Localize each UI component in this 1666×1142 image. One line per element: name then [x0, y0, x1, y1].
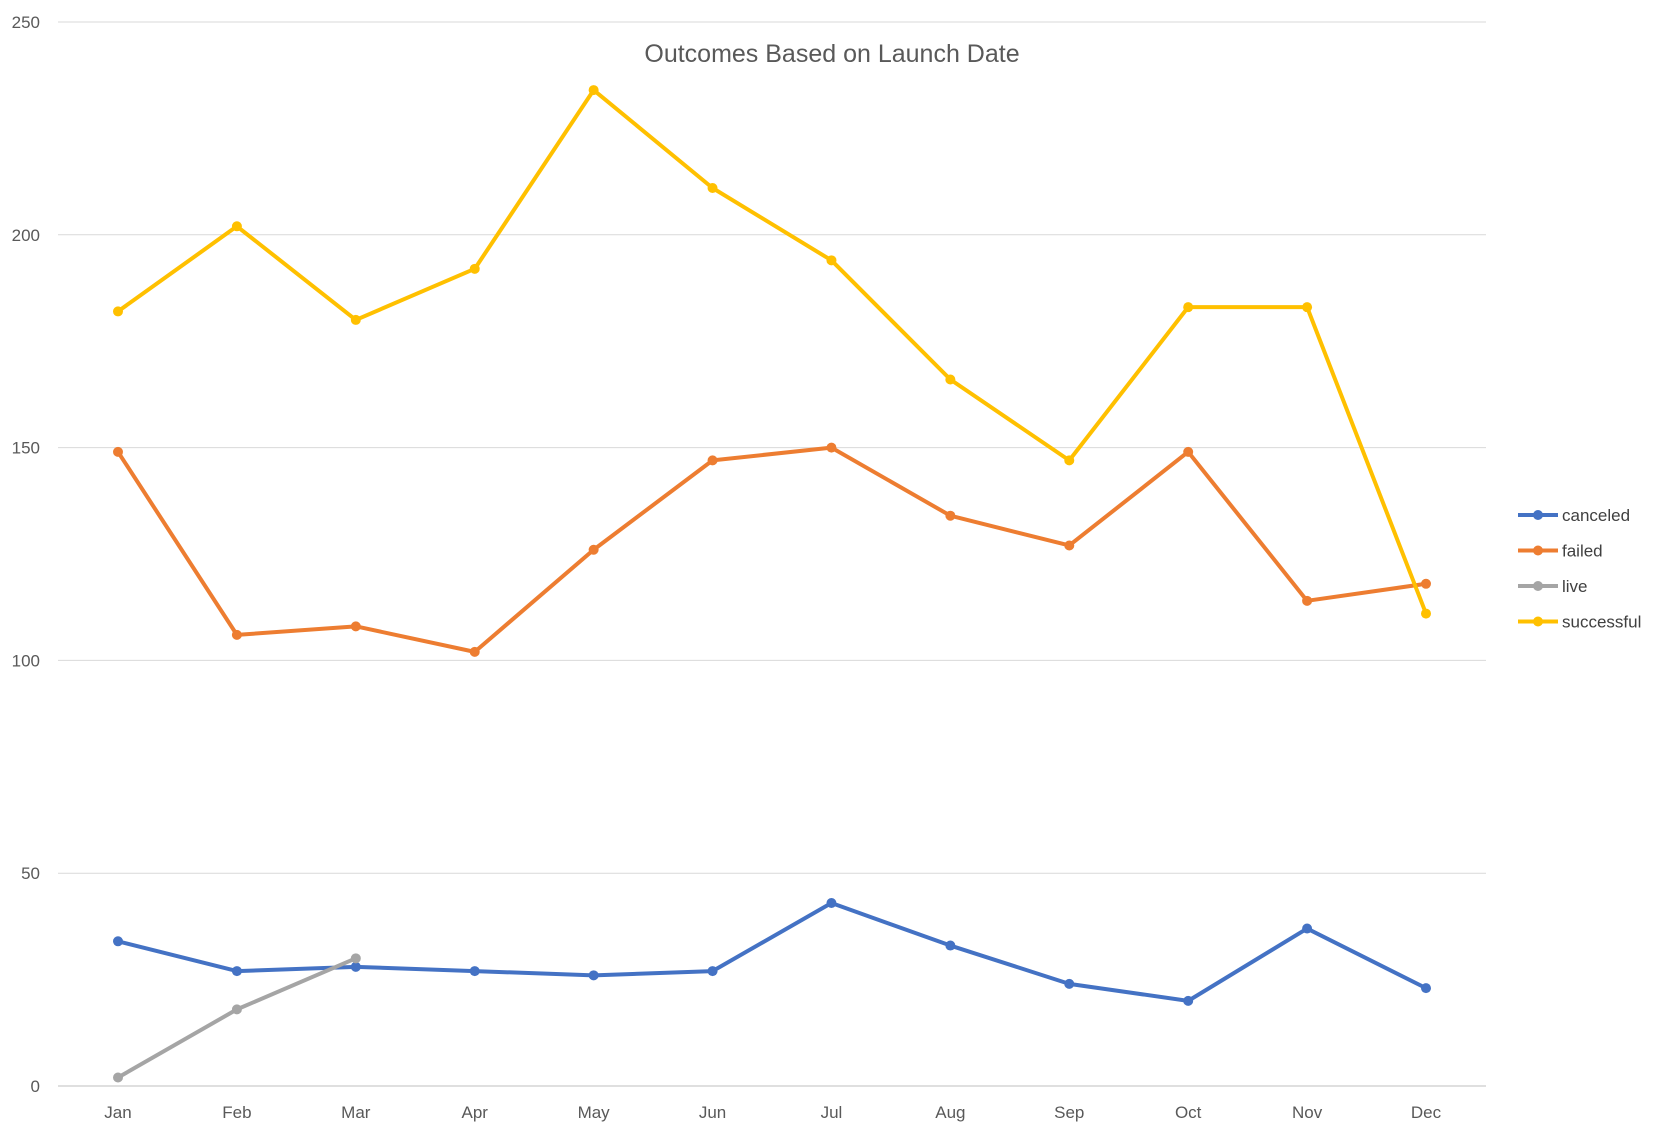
data-point-failed: [1302, 595, 1313, 606]
data-point-successful: [707, 182, 718, 193]
series-live: [113, 953, 361, 1083]
data-point-live: [231, 1004, 242, 1015]
legend-marker: [1533, 545, 1543, 556]
data-point-canceled: [826, 897, 837, 908]
y-tick-label: 50: [21, 864, 40, 883]
data-point-failed: [826, 442, 837, 453]
chart-title: Outcomes Based on Launch Date: [644, 40, 1019, 68]
data-point-canceled: [1183, 995, 1194, 1006]
x-tick-label: Aug: [935, 1103, 965, 1122]
legend-marker: [1533, 616, 1543, 627]
y-tick-label: 100: [12, 651, 40, 670]
legend-label: failed: [1562, 542, 1603, 561]
data-point-live: [113, 1072, 123, 1083]
series-line-failed: [116, 445, 1428, 654]
data-point-successful: [826, 255, 837, 266]
data-point-failed: [588, 544, 599, 555]
data-point-canceled: [1064, 978, 1075, 989]
y-tick-label: 0: [31, 1077, 40, 1096]
x-tick-label: Jan: [104, 1103, 131, 1122]
x-tick-label: Jun: [699, 1103, 726, 1122]
data-point-canceled: [945, 940, 956, 951]
data-point-failed: [350, 621, 361, 632]
data-point-successful: [113, 306, 123, 317]
series-successful: [113, 85, 1431, 619]
series-failed: [113, 442, 1431, 657]
x-tick-label: Sep: [1054, 1103, 1084, 1122]
legend-item-live: live: [1518, 577, 1588, 596]
data-point-canceled: [1421, 983, 1431, 994]
data-point-successful: [1183, 302, 1194, 313]
data-point-failed: [945, 510, 956, 521]
legend-marker: [1533, 510, 1543, 520]
data-point-successful: [588, 85, 599, 96]
legend-marker: [1533, 581, 1543, 591]
data-point-canceled: [707, 966, 718, 977]
x-tick-label: Oct: [1175, 1103, 1202, 1122]
series-lines: [113, 85, 1431, 1083]
data-point-successful: [1064, 455, 1075, 466]
data-point-failed: [707, 455, 718, 466]
data-point-canceled: [350, 961, 361, 972]
legend: canceled failed live successful: [1518, 506, 1641, 632]
legend-label: live: [1562, 577, 1588, 596]
gridlines: [58, 21, 1486, 1087]
x-tick-label: May: [578, 1103, 611, 1122]
data-point-failed: [113, 446, 123, 457]
y-tick-label: 250: [12, 13, 40, 32]
series-line-live: [116, 956, 358, 1080]
data-point-successful: [1421, 608, 1431, 619]
x-tick-label: Mar: [341, 1103, 371, 1122]
data-point-canceled: [231, 966, 242, 977]
data-point-failed: [469, 646, 480, 657]
y-axis-tick-labels: 0 50 100 150 200 250: [12, 13, 40, 1096]
legend-item-successful: successful: [1518, 613, 1641, 632]
y-tick-label: 150: [12, 439, 40, 458]
series-canceled: [113, 897, 1431, 1006]
data-point-canceled: [469, 966, 480, 977]
data-point-failed: [1064, 540, 1075, 551]
x-tick-label: Apr: [461, 1103, 488, 1122]
x-tick-label: Nov: [1292, 1103, 1323, 1122]
x-tick-label: Jul: [821, 1103, 843, 1122]
x-axis-tick-labels: Jan Feb Mar Apr May Jun Jul Aug Sep Oct Nov Dec: [104, 1103, 1441, 1122]
legend-label: canceled: [1562, 506, 1630, 525]
data-point-successful: [350, 314, 361, 325]
data-point-failed: [1421, 578, 1431, 589]
x-tick-label: Dec: [1411, 1103, 1442, 1122]
data-point-successful: [945, 374, 956, 385]
x-tick-label: Feb: [222, 1103, 251, 1122]
data-point-failed: [1183, 446, 1194, 457]
series-line-successful: [116, 88, 1428, 616]
y-tick-label: 200: [12, 226, 40, 245]
series-line-canceled: [116, 900, 1428, 1003]
legend-label: successful: [1562, 613, 1641, 632]
data-point-canceled: [1302, 923, 1313, 934]
data-point-successful: [1302, 302, 1313, 313]
data-point-successful: [469, 263, 480, 274]
data-point-canceled: [113, 936, 123, 947]
data-point-failed: [231, 629, 242, 640]
legend-item-canceled: canceled: [1518, 506, 1630, 525]
data-point-canceled: [588, 970, 599, 981]
data-point-successful: [231, 221, 242, 232]
legend-item-failed: failed: [1518, 542, 1603, 561]
data-point-live: [350, 953, 361, 964]
